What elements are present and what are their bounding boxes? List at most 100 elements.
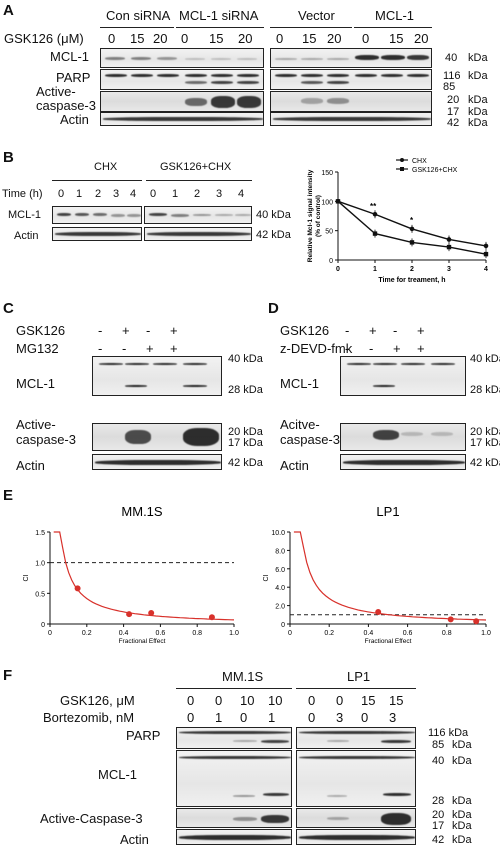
group-label: CHX bbox=[94, 161, 118, 173]
blot-band bbox=[105, 57, 125, 60]
blot-band bbox=[157, 74, 179, 77]
blot-mcl1 bbox=[340, 356, 466, 396]
blot-band bbox=[301, 81, 323, 84]
sign: - bbox=[345, 341, 350, 356]
y-tick-label: 100 bbox=[321, 199, 333, 206]
chart-title: LP1 bbox=[376, 504, 399, 519]
y-tick-label: 8.0 bbox=[275, 548, 285, 555]
blot-band bbox=[261, 740, 289, 743]
blot-band bbox=[233, 795, 255, 797]
blot-parp-left bbox=[100, 69, 264, 90]
marker-label: 17 bbox=[447, 106, 460, 118]
x-tick-label: 1.0 bbox=[229, 630, 239, 637]
ci-chart-mm1s: MM.1S 0 0.5 1.0 1.5 0 0.2 0.4 0.6 0.8 1.0 Fractiona… bbox=[23, 504, 239, 645]
dose-value: 0 bbox=[362, 31, 370, 46]
marker-label: kDa bbox=[468, 94, 488, 106]
blot-casp3-right bbox=[270, 91, 432, 112]
blot-band bbox=[401, 363, 425, 365]
group-label: Vector bbox=[298, 8, 335, 23]
marker-label: 42 kDa bbox=[256, 229, 291, 241]
sign: + bbox=[122, 323, 130, 338]
row-label: Actin bbox=[60, 112, 89, 127]
panel-label: D bbox=[268, 300, 279, 317]
blot-band bbox=[105, 74, 127, 77]
blot-band bbox=[299, 835, 415, 840]
marker-label: 42 bbox=[432, 834, 445, 846]
blot-casp3-mm1s bbox=[176, 808, 292, 828]
row-label: PARP bbox=[126, 728, 161, 743]
blot-band bbox=[381, 55, 405, 60]
y-tick-label: 6.0 bbox=[275, 567, 285, 574]
blot-parp-right bbox=[270, 69, 432, 90]
blot-band bbox=[381, 74, 403, 77]
blot-band bbox=[407, 55, 429, 60]
treatment-label: GSK126 bbox=[280, 323, 330, 338]
x-tick-label: 2 bbox=[410, 266, 414, 273]
blot-band bbox=[185, 74, 207, 77]
x-tick-label: 0.2 bbox=[82, 630, 92, 637]
marker-label: kDa bbox=[452, 739, 472, 751]
gsk-dose: 15 bbox=[389, 693, 404, 708]
data-point bbox=[447, 616, 454, 623]
row-label: MCL-1 bbox=[98, 767, 138, 782]
x-axis-label: Fractional Effect bbox=[119, 638, 166, 645]
time-label: Time (h) bbox=[2, 188, 43, 200]
marker-label: 42 kDa bbox=[228, 457, 263, 469]
marker-label: kDa bbox=[452, 795, 472, 807]
sign: - bbox=[369, 341, 374, 356]
blot-band bbox=[57, 213, 71, 216]
dose-value: 20 bbox=[327, 31, 342, 46]
bortezomib-label: Bortezomib, nM bbox=[43, 710, 135, 725]
row-label: Active- caspase-3 bbox=[36, 84, 96, 113]
blot-band bbox=[347, 363, 371, 365]
blot-band bbox=[185, 58, 205, 60]
blot-band bbox=[299, 731, 415, 734]
treatment-label: GSK126 bbox=[16, 323, 66, 338]
y-tick-label: 0 bbox=[281, 622, 285, 629]
y-tick-label: 0 bbox=[329, 258, 333, 265]
blot-band bbox=[327, 795, 347, 797]
sign: + bbox=[170, 341, 178, 356]
time-value: 1 bbox=[172, 188, 179, 200]
row-label: Active- caspase-3 bbox=[16, 417, 76, 447]
blot-band bbox=[407, 74, 429, 77]
blot-band bbox=[327, 740, 349, 742]
y-axis-label: CI bbox=[263, 574, 270, 581]
marker-label: 42 kDa bbox=[470, 457, 500, 469]
y-tick-label: 50 bbox=[325, 229, 333, 236]
y-tick-label: 0 bbox=[41, 622, 45, 629]
significance-annotation: * bbox=[410, 216, 414, 225]
bortezomib-dose: 1 bbox=[215, 710, 223, 725]
dose-value: 20 bbox=[414, 31, 429, 46]
y-tick-label: 0.5 bbox=[35, 591, 45, 598]
blot-band bbox=[183, 428, 219, 446]
blot-band bbox=[125, 385, 147, 387]
sign: - bbox=[146, 323, 151, 338]
blot-casp3 bbox=[340, 423, 466, 451]
row-label: Actin bbox=[14, 230, 39, 242]
blot-band bbox=[127, 214, 141, 217]
blot-band bbox=[111, 214, 125, 217]
blot-band bbox=[327, 74, 349, 77]
marker-label: 17 kDa bbox=[470, 437, 500, 449]
x-tick-label: 0 bbox=[48, 630, 52, 637]
x-tick-label: 1 bbox=[373, 266, 377, 273]
legend-label: GSK126+CHX bbox=[412, 167, 458, 174]
dose-value: 20 bbox=[153, 31, 168, 46]
marker-label: 116 bbox=[443, 70, 461, 82]
data-point bbox=[126, 611, 133, 618]
marker-label: 20 bbox=[432, 809, 445, 821]
blot-band bbox=[179, 835, 291, 840]
blot-band bbox=[171, 214, 189, 217]
marker-label: 40 bbox=[432, 755, 445, 767]
x-tick-label: 3 bbox=[447, 266, 451, 273]
dose-value: 15 bbox=[302, 31, 317, 46]
blot-band bbox=[125, 430, 151, 444]
blot-band bbox=[75, 213, 89, 216]
dose-value: 15 bbox=[389, 31, 404, 46]
marker-label: 28 kDa bbox=[228, 384, 263, 396]
x-tick-label: 0.8 bbox=[192, 630, 202, 637]
group-label: MCL-1 bbox=[375, 8, 415, 23]
sign: - bbox=[122, 341, 127, 356]
marker-label: 20 kDa bbox=[228, 426, 263, 438]
